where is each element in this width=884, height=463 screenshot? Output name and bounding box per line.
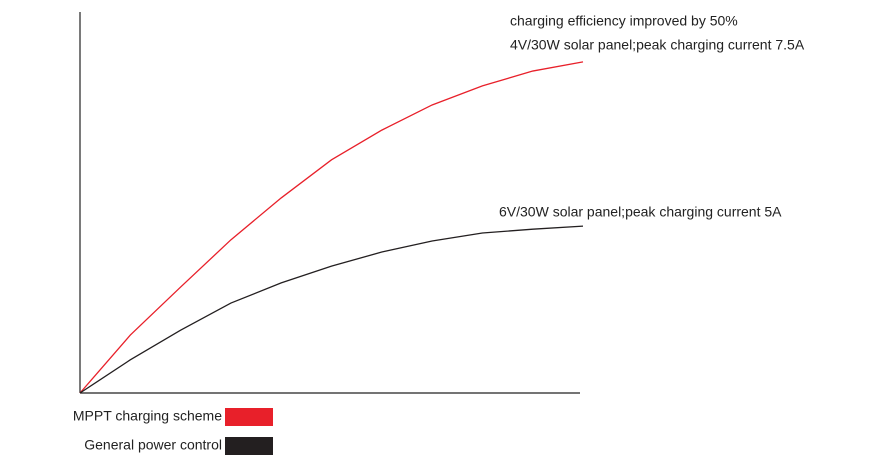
series-line: [79, 61, 584, 394]
annotation: 6V/30W solar panel;peak charging current…: [499, 204, 782, 220]
annotation: charging efficiency improved by 50%: [510, 13, 738, 29]
series-line: [79, 225, 584, 394]
annotation: 4V/30W solar panel;peak charging current…: [510, 37, 805, 53]
legend-label: MPPT charging scheme: [73, 408, 222, 424]
legend-swatch: [225, 408, 273, 426]
legend-label: General power control: [84, 437, 222, 453]
legend-swatch: [225, 437, 273, 455]
